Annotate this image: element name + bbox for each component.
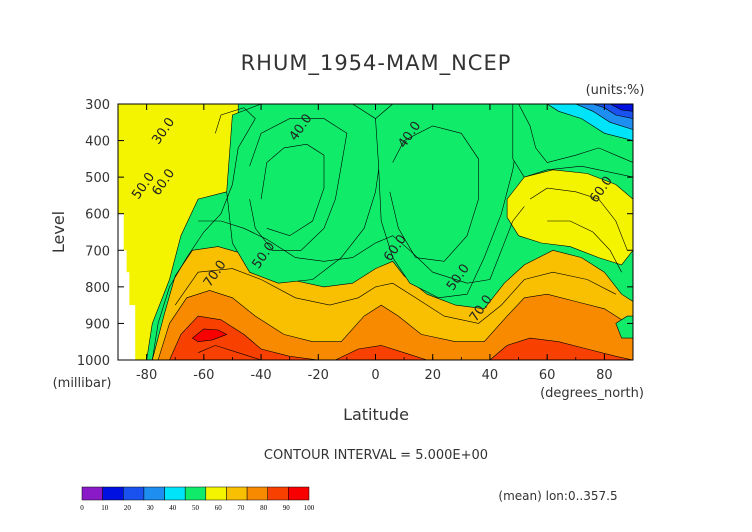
colorbar-tick-70: 70 xyxy=(237,504,245,512)
x-tick-label--80: -80 xyxy=(136,368,157,383)
colorbar-swatch-8 xyxy=(246,486,268,501)
colorbar-swatch-10 xyxy=(288,486,310,501)
x-axis: -80 -60 -40 -20 0 20 40 60 80 xyxy=(117,104,634,383)
y-axis: 300 400 500 600 700 800 900 1000 xyxy=(77,98,633,369)
y-tick-label-1000: 1000 xyxy=(77,354,110,369)
colorbar-swatch-2 xyxy=(123,486,145,501)
isoline-3 xyxy=(152,107,256,360)
isoline-9 xyxy=(518,104,633,163)
colorbar-tick-30: 30 xyxy=(147,504,155,512)
x-tick-label--60: -60 xyxy=(193,368,214,383)
colorbar-tick-50: 50 xyxy=(192,504,200,512)
y-unit-label: (millibar) xyxy=(53,376,112,391)
y-tick-label-400: 400 xyxy=(85,135,110,150)
colorbar-tick-10: 10 xyxy=(101,504,109,512)
contour-region-90-10 xyxy=(489,337,633,360)
colorbar-swatch-4 xyxy=(164,486,186,501)
x-tick-label-0: 0 xyxy=(371,368,379,383)
isoline-5 xyxy=(174,268,616,324)
contour-region-50-25 xyxy=(615,315,633,339)
y-tick-label-700: 700 xyxy=(85,244,110,259)
contour-region-80-7 xyxy=(157,290,633,360)
colorbar-swatch-7 xyxy=(226,486,248,501)
chart-title: RHUM_1954-MAM_NCEP xyxy=(241,51,512,76)
y-tick-label-300: 300 xyxy=(85,98,110,113)
contour-interval: CONTOUR INTERVAL = 5.000E+00 xyxy=(264,448,488,463)
x-unit-label: (degrees_north) xyxy=(540,386,644,401)
x-tick-label-40: 40 xyxy=(482,368,499,383)
x-tick-label-80: 80 xyxy=(596,368,613,383)
units-label: (units:%) xyxy=(586,83,645,98)
colorbar-tick-60: 60 xyxy=(215,504,223,512)
y-tick-label-500: 500 xyxy=(85,171,110,186)
contour-region-95-11 xyxy=(191,328,228,343)
footer-mean-lon: (mean) lon:0..357.5 xyxy=(498,489,617,503)
contour-lines xyxy=(152,104,633,360)
x-tick-label-20: 20 xyxy=(424,368,441,383)
colorbar-swatch-1 xyxy=(102,486,124,501)
x-tick-label-60: 60 xyxy=(539,368,556,383)
y-tick-label-800: 800 xyxy=(85,281,110,296)
isoline-8 xyxy=(197,345,262,360)
colorbar-swatch-3 xyxy=(143,486,165,501)
colorbar: 0 10 20 30 40 50 60 70 80 90 100 xyxy=(80,486,315,512)
x-tick-label--40: -40 xyxy=(250,368,271,383)
isoline-2 xyxy=(389,125,479,262)
colorbar-tick-20: 20 xyxy=(124,504,132,512)
colorbar-tick-80: 80 xyxy=(260,504,268,512)
colorbar-swatch-5 xyxy=(184,486,207,501)
y-tick-label-900: 900 xyxy=(85,317,110,332)
colorbar-tick-0: 0 xyxy=(80,504,84,512)
colorbar-tick-40: 40 xyxy=(169,504,177,512)
contour-fills xyxy=(118,104,633,360)
contour-region-90-9 xyxy=(335,345,428,360)
colorbar-tick-90: 90 xyxy=(283,504,291,512)
isoline-0 xyxy=(249,118,348,251)
x-tick-label--20: -20 xyxy=(308,368,329,383)
x-axis-label: Latitude xyxy=(343,405,409,424)
contour-region-10-23 xyxy=(609,104,633,112)
colorbar-swatch-9 xyxy=(267,486,289,501)
isoline-4 xyxy=(198,206,525,284)
y-tick-label-600: 600 xyxy=(85,208,110,223)
y-axis-label: Level xyxy=(49,211,68,253)
isoline-1 xyxy=(260,143,325,237)
colorbar-swatch-6 xyxy=(205,486,227,501)
colorbar-tick-100: 100 xyxy=(304,504,315,512)
isoline-6 xyxy=(529,187,628,251)
isoline-7 xyxy=(547,220,622,273)
colorbar-swatch-0 xyxy=(81,486,103,501)
plot-area xyxy=(118,104,633,360)
